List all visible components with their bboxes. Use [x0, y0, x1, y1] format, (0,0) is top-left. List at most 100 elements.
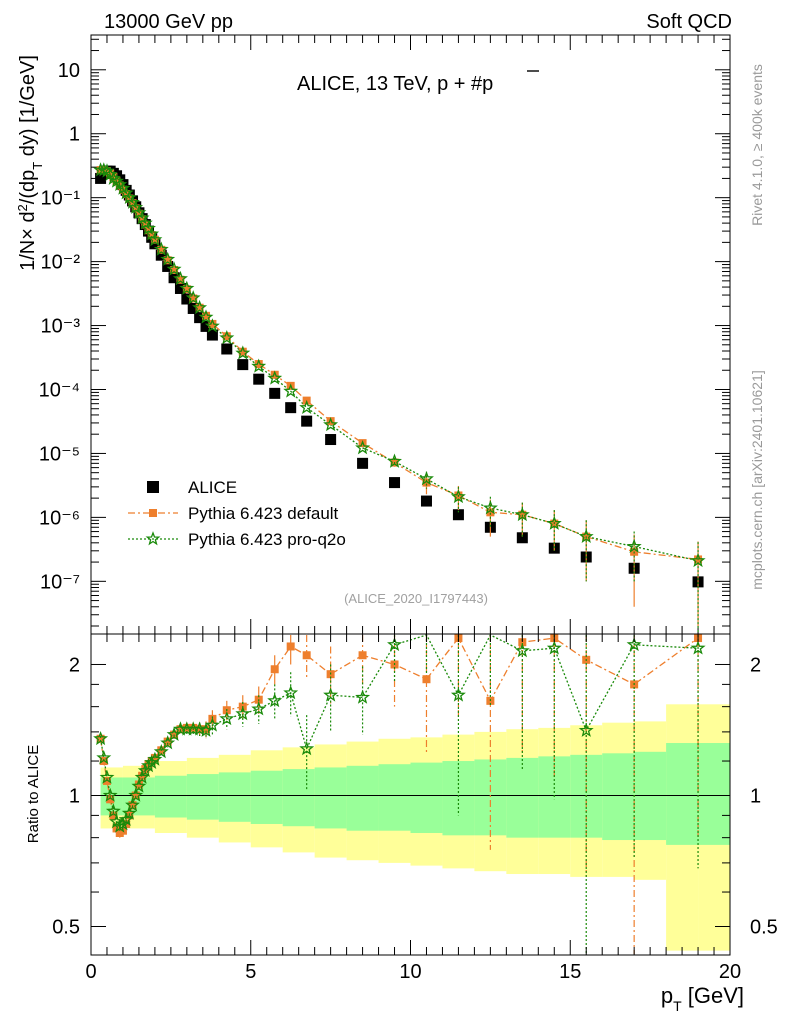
data-point [420, 495, 432, 507]
ratio-band-inner [282, 769, 315, 827]
ratio-proq2o-point [160, 735, 176, 750]
ratio-default-point [302, 651, 311, 660]
legend-label: ALICE [188, 478, 237, 497]
ratio-proq2o-point [387, 636, 402, 652]
proq2o-point [153, 241, 169, 256]
legend-label: Pythia 6.423 pro-q2o [188, 530, 346, 549]
main-panel: 10 1 10⁻¹ 10⁻² 10⁻³ 10⁻⁴ 10⁻⁵ 10⁻⁶ 10⁻⁷ ALICE Pyt… [15, 34, 731, 635]
ratio-band-inner [250, 770, 283, 824]
ratio-proq2o-point [578, 722, 594, 737]
proq2o-point [99, 163, 115, 178]
proq2o-point [235, 345, 251, 360]
default-point [147, 231, 156, 240]
ratio-proq2o-point [690, 640, 706, 655]
ratio-proq2o-point [323, 687, 339, 702]
x-tick-label: 10 [399, 961, 421, 983]
proq2o-point [185, 290, 201, 305]
ratio-proq2o-point [128, 787, 144, 802]
proq2o-point [128, 199, 144, 214]
y-tick-label: 10⁻¹ [41, 188, 81, 210]
data-point [237, 359, 249, 371]
ratio-proq2o-point [134, 769, 150, 784]
legend: ALICE Pythia 6.423 default Pythia 6.423 pr… [128, 478, 346, 549]
ratio-proq2o-point [219, 711, 235, 726]
ratio-panel: 0.5 0.51 12 20 5 10 15 20 Ratio to ALICE pT [Ge… [25, 633, 778, 1014]
default-point [163, 256, 172, 265]
y-tick-label: 10⁻³ [41, 316, 81, 338]
ratio-proq2o-point [147, 751, 163, 766]
proq2o-point [166, 261, 182, 276]
default-point [125, 194, 134, 203]
legend-marker [145, 531, 161, 546]
legend-marker [147, 481, 159, 493]
ratio-proq2o-point [626, 636, 642, 652]
ratio-proq2o-point [125, 797, 140, 812]
x-tick-label: 20 [719, 961, 741, 983]
proq2o-point [173, 270, 188, 286]
ratio-proq2o-point [105, 803, 121, 818]
proq2o-point [283, 383, 299, 398]
proq2o-point [160, 251, 176, 266]
data-point [285, 402, 297, 414]
ratio-proq2o-point [192, 721, 208, 736]
x-axis-label: pT [GeV] [661, 983, 744, 1014]
analysis-id: (ALICE_2020_I1797443) [344, 591, 488, 606]
ratio-band-inner [442, 761, 475, 836]
proq2o-point [131, 204, 147, 220]
ratio-proq2o-point [99, 769, 115, 784]
ratio-band-inner [666, 743, 699, 845]
x-tick-label: 0 [85, 961, 96, 983]
default-point [182, 285, 191, 294]
ratio-y-tick-label: 1 [69, 785, 80, 807]
data-point [269, 387, 281, 399]
ratio-proq2o-point [115, 816, 131, 831]
proq2o-point [355, 440, 371, 455]
ratio-y-tick-label-right: 0.5 [750, 916, 778, 938]
default-point [254, 360, 263, 369]
data-point [187, 302, 199, 314]
proq2o-point [109, 173, 125, 188]
ratio-proq2o-point [102, 787, 118, 802]
data-point [325, 434, 337, 446]
default-point [189, 294, 198, 303]
data-point [452, 509, 464, 521]
data-point [174, 282, 186, 294]
data-point [301, 415, 313, 427]
proq2o-point [323, 416, 339, 432]
ratio-default-point [286, 642, 295, 651]
ratio-proq2o-point [450, 687, 466, 702]
data-point [516, 532, 528, 544]
ratio-y-tick-label-right: 1 [750, 785, 761, 807]
ratio-proq2o-point [96, 750, 112, 765]
ratio-band-inner [410, 762, 443, 833]
legend-item-proq2o: Pythia 6.423 pro-q2o [128, 530, 346, 549]
data-point [194, 312, 206, 324]
ratio-band-inner [698, 743, 730, 845]
data-point [253, 373, 265, 385]
default-point [128, 199, 137, 208]
ratio-band-inner [378, 764, 411, 831]
default-point [122, 190, 131, 199]
y-tick-label: 1 [69, 124, 80, 146]
proq2o-point [419, 471, 434, 486]
proq2o-point [482, 500, 498, 515]
ratio-band-inner [218, 772, 251, 822]
data-point [357, 457, 369, 469]
proq2o-point [219, 330, 235, 345]
header-right: Soft QCD [646, 11, 732, 33]
proq2o-point [387, 453, 402, 468]
default-point [141, 220, 150, 229]
mcplots-text: mcplots.cern.ch [arXiv:2401.10621] [749, 370, 765, 589]
default-point [150, 235, 159, 244]
ratio-proq2o-point [153, 743, 169, 759]
default-point [238, 347, 247, 356]
proq2o-point [198, 309, 214, 324]
default-point [202, 311, 211, 320]
y-tick-label: 10⁻⁶ [39, 507, 80, 529]
ratio-default-point [131, 791, 140, 800]
ratio-default-point [518, 638, 527, 647]
ratio-default-point [182, 723, 191, 732]
ratio-default-point [422, 675, 431, 684]
legend-item-default: Pythia 6.423 default [128, 504, 339, 523]
